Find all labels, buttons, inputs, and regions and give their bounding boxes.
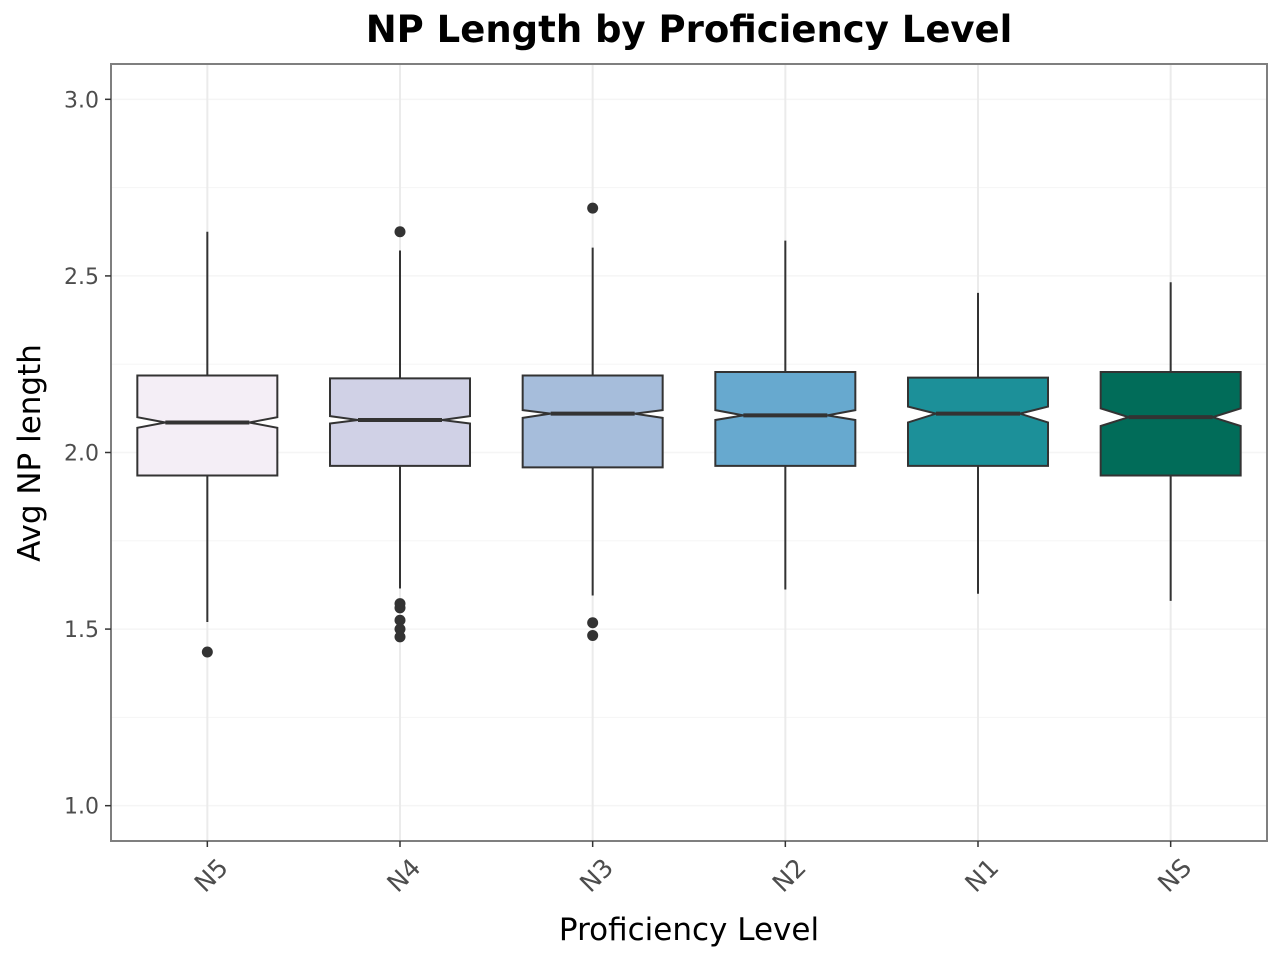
chart-title: NP Length by Proficiency Level bbox=[366, 8, 1013, 51]
box-group-n2 bbox=[714, 240, 857, 590]
outlier-point bbox=[394, 631, 406, 643]
box-body bbox=[521, 374, 664, 469]
y-tick-label: 3.0 bbox=[64, 88, 99, 113]
box-group-n1 bbox=[907, 292, 1049, 594]
outlier-point bbox=[394, 602, 406, 614]
grid-layer bbox=[111, 64, 1267, 841]
x-axis-title: Proficiency Level bbox=[559, 912, 819, 948]
y-tick-label: 2.0 bbox=[64, 442, 99, 467]
outlier-point bbox=[394, 226, 406, 238]
box-body bbox=[714, 370, 857, 467]
box-group-n3 bbox=[521, 202, 664, 641]
outlier-point bbox=[394, 623, 406, 635]
y-tick-label: 1.5 bbox=[64, 618, 99, 643]
outlier-point bbox=[587, 202, 599, 214]
y-axis-title: Avg NP length bbox=[12, 344, 48, 562]
box-group-ns bbox=[1099, 282, 1242, 601]
x-tick-label: N1 bbox=[959, 853, 1004, 898]
outlier-point bbox=[201, 646, 213, 658]
axis-layer: 1.0 1.5 2.0 2.5 3.0 N5 N4 N3 N2 N1 NS bbox=[64, 88, 1197, 898]
y-tick-label: 2.5 bbox=[64, 265, 99, 290]
x-tick-label: N2 bbox=[767, 853, 812, 898]
x-tick-label: N3 bbox=[574, 853, 619, 898]
box-layer bbox=[136, 202, 1242, 658]
x-tick-label: NS bbox=[1152, 853, 1197, 898]
box-body bbox=[136, 374, 279, 477]
box-body bbox=[329, 377, 471, 467]
x-tick-label: N5 bbox=[189, 853, 234, 898]
outlier-point bbox=[394, 614, 406, 626]
outlier-point bbox=[587, 629, 599, 641]
outlier-point bbox=[587, 617, 599, 629]
y-tick-label: 1.0 bbox=[64, 795, 99, 820]
x-tick-label: N4 bbox=[381, 853, 426, 898]
box-body bbox=[1099, 370, 1242, 477]
box-body bbox=[907, 376, 1049, 467]
box-group-n5 bbox=[136, 231, 279, 658]
box-group-n4 bbox=[329, 226, 471, 643]
